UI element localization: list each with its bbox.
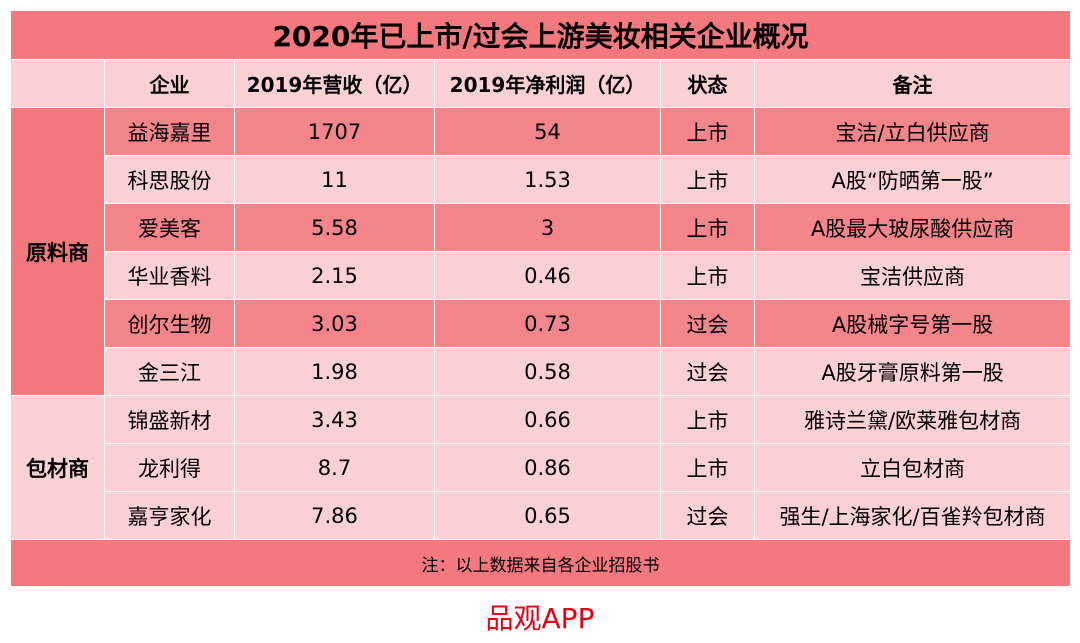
table-row: 龙利得 8.7 0.86 上市 立白包材商 (11, 443, 1072, 492)
company-cell: 嘉亨家化 (104, 491, 235, 540)
company-cell: 龙利得 (104, 443, 235, 492)
table-title: 2020年已上市/过会上游美妆相关企业概况 (9, 10, 1072, 60)
table-row: 金三江 1.98 0.58 过会 A股牙膏原料第一股 (11, 347, 1072, 396)
status-cell: 上市 (660, 443, 755, 492)
note-cell: 宝洁/立白供应商 (753, 107, 1072, 156)
revenue-cell: 11 (234, 155, 435, 204)
profit-cell: 1.53 (434, 155, 661, 204)
status-cell: 上市 (660, 251, 755, 300)
company-cell: 爱美客 (104, 203, 235, 252)
table-row: 爱美客 5.58 3 上市 A股最大玻尿酸供应商 (11, 203, 1072, 252)
profit-cell: 0.66 (434, 395, 661, 444)
status-cell: 上市 (660, 155, 755, 204)
header-profit: 2019年净利润（亿） (434, 59, 661, 108)
category-raw-materials: 原料商 (10, 107, 105, 396)
company-overview-table: 2020年已上市/过会上游美妆相关企业概况 企业 2019年营收（亿） 2019… (9, 10, 1072, 587)
revenue-cell: 1707 (234, 107, 435, 156)
table-row: 原料商 益海嘉里 1707 54 上市 宝洁/立白供应商 (10, 107, 1072, 396)
note-cell: A股牙膏原料第一股 (753, 347, 1072, 396)
status-cell: 过会 (660, 347, 755, 396)
note-cell: 强生/上海家化/百雀羚包材商 (753, 491, 1072, 540)
status-cell: 上市 (660, 395, 755, 444)
note-cell: 雅诗兰黛/欧莱雅包材商 (753, 395, 1072, 444)
revenue-cell: 3.03 (234, 299, 435, 348)
header-row: 企业 2019年营收（亿） 2019年净利润（亿） 状态 备注 (10, 59, 1072, 108)
note-cell: 立白包材商 (753, 443, 1072, 492)
category-packaging: 包材商 (10, 395, 105, 540)
company-cell: 益海嘉里 (104, 107, 235, 156)
header-status: 状态 (660, 59, 755, 108)
revenue-cell: 2.15 (234, 251, 435, 300)
revenue-cell: 8.7 (234, 443, 435, 492)
note-cell: A股械字号第一股 (753, 299, 1072, 348)
brand-logo-text: 品观APP (485, 602, 595, 635)
header-revenue: 2019年营收（亿） (234, 59, 435, 108)
header-company: 企业 (104, 59, 235, 108)
footnote: 注：以上数据来自各企业招股书 (9, 539, 1072, 587)
revenue-cell: 3.43 (234, 395, 435, 444)
status-cell: 上市 (660, 107, 755, 156)
header-note: 备注 (753, 59, 1072, 108)
header-empty (10, 59, 105, 108)
profit-cell: 0.65 (434, 491, 661, 540)
status-cell: 过会 (660, 491, 755, 540)
company-cell: 创尔生物 (104, 299, 235, 348)
note-cell: A股“防晒第一股” (753, 155, 1072, 204)
table-row: 包材商 锦盛新材 3.43 0.66 上市 雅诗兰黛/欧莱雅包材商 (10, 395, 1072, 540)
table-row: 科思股份 11 1.53 上市 A股“防晒第一股” (11, 155, 1072, 204)
profit-cell: 0.86 (434, 443, 661, 492)
revenue-cell: 1.98 (234, 347, 435, 396)
note-cell: 宝洁供应商 (753, 251, 1072, 300)
company-cell: 科思股份 (104, 155, 235, 204)
table-row: 嘉亨家化 7.86 0.65 过会 强生/上海家化/百雀羚包材商 (11, 491, 1072, 540)
status-cell: 过会 (660, 299, 755, 348)
status-cell: 上市 (660, 203, 755, 252)
table-row: 华业香料 2.15 0.46 上市 宝洁供应商 (11, 251, 1072, 300)
company-cell: 锦盛新材 (104, 395, 235, 444)
table-container: 2020年已上市/过会上游美妆相关企业概况 企业 2019年营收（亿） 2019… (9, 10, 1072, 587)
table-row: 创尔生物 3.03 0.73 过会 A股械字号第一股 (11, 299, 1072, 348)
profit-cell: 0.58 (434, 347, 661, 396)
note-cell: A股最大玻尿酸供应商 (753, 203, 1072, 252)
revenue-cell: 5.58 (234, 203, 435, 252)
revenue-cell: 7.86 (234, 491, 435, 540)
profit-cell: 3 (434, 203, 661, 252)
company-cell: 金三江 (104, 347, 235, 396)
profit-cell: 0.46 (434, 251, 661, 300)
company-cell: 华业香料 (104, 251, 235, 300)
profit-cell: 54 (434, 107, 661, 156)
profit-cell: 0.73 (434, 299, 661, 348)
